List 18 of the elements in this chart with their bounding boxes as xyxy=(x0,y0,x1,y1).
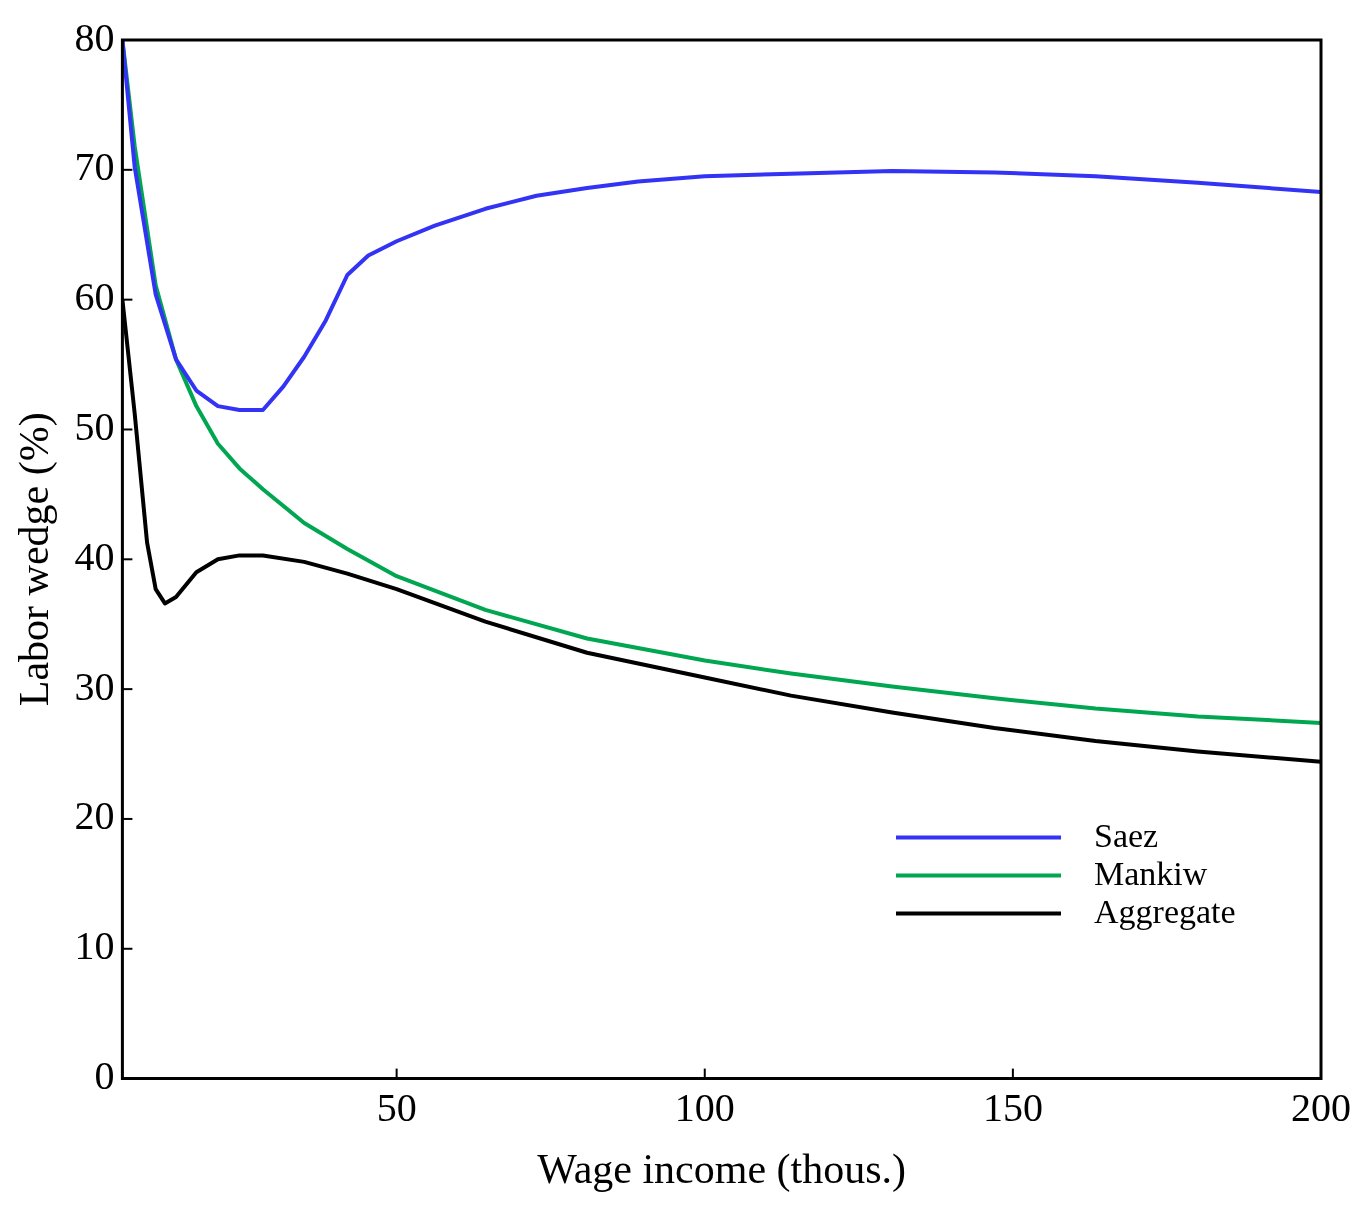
y-tick-label: 60 xyxy=(74,274,115,320)
x-axis-title: Wage income (thous.) xyxy=(537,1145,907,1193)
legend-label: Aggregate xyxy=(1094,892,1236,930)
y-tick-label: 0 xyxy=(94,1053,115,1099)
y-tick-label: 70 xyxy=(74,144,115,190)
legend-label: Mankiw xyxy=(1094,854,1208,892)
y-tick-label: 80 xyxy=(74,14,115,60)
x-tick-label: 100 xyxy=(674,1085,735,1131)
y-axis-title: Labor wedge (%) xyxy=(11,412,59,707)
y-tick-label: 10 xyxy=(74,923,115,969)
y-tick-label: 50 xyxy=(74,403,115,449)
y-tick-label: 20 xyxy=(74,793,115,839)
x-tick-label: 50 xyxy=(376,1085,417,1131)
x-tick-label: 200 xyxy=(1291,1085,1351,1131)
y-tick-label: 30 xyxy=(74,663,115,709)
x-tick-label: 150 xyxy=(982,1085,1043,1131)
y-tick-label: 40 xyxy=(74,533,115,579)
legend-label: Saez xyxy=(1094,816,1159,854)
